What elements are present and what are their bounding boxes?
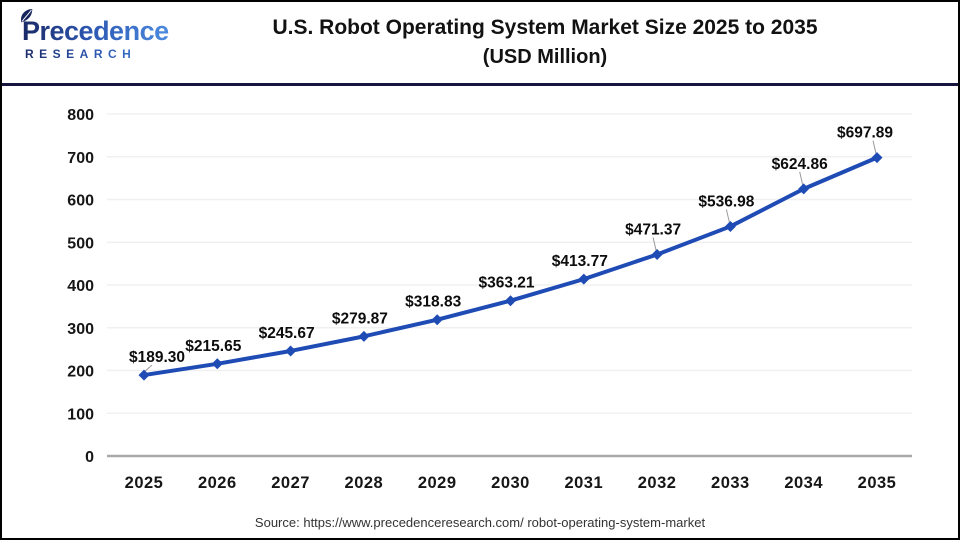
data-point-marker: [138, 369, 150, 381]
leaf-icon: [21, 8, 33, 23]
y-axis-tick-label: 400: [67, 278, 94, 295]
x-axis-tick-label: 2033: [711, 474, 750, 492]
data-point-marker: [651, 248, 663, 260]
chart-title-line2: (USD Million): [482, 46, 608, 68]
label-leader-line: [799, 171, 804, 185]
data-point-label: $279.87: [332, 310, 388, 327]
logo-wordmark: Precedence: [21, 8, 169, 46]
data-point-label: $189.30: [129, 349, 185, 366]
data-point-label: $624.86: [772, 156, 828, 173]
data-point-label: $536.98: [698, 193, 754, 210]
y-axis-tick-label: 200: [67, 364, 94, 381]
logo-subtext: RESEARCH: [22, 47, 182, 61]
y-axis-tick-label: 100: [67, 406, 94, 423]
x-axis-tick-label: 2027: [271, 474, 310, 492]
precedence-research-logo: Precedence RESEARCH: [21, 8, 182, 61]
data-point-label: $471.37: [625, 221, 681, 238]
data-point-marker: [285, 345, 297, 357]
data-point-marker: [578, 273, 590, 285]
x-axis-tick-label: 2030: [491, 474, 530, 492]
label-leader-line: [872, 140, 877, 154]
label-leader-line: [652, 237, 657, 251]
data-point-label: $697.89: [837, 125, 893, 142]
label-leader-line: [725, 209, 730, 223]
data-point-label: $245.67: [259, 325, 315, 342]
data-point-marker: [724, 220, 736, 232]
data-point-marker: [431, 314, 443, 326]
data-point-marker: [211, 358, 223, 370]
data-point-label: $413.77: [552, 253, 608, 270]
header-divider: [2, 83, 958, 86]
series-line: [142, 155, 879, 378]
y-axis-tick-label: 500: [67, 235, 94, 252]
y-axis-tick-label: 300: [67, 321, 94, 338]
x-axis-tick-label: 2031: [564, 474, 603, 492]
y-axis-tick-label: 700: [67, 150, 94, 167]
chart-title-line1: U.S. Robot Operating System Market Size …: [272, 16, 818, 39]
source-attribution: Source: https://www.precedenceresearch.c…: [254, 515, 706, 530]
y-axis-tick-label: 800: [67, 107, 94, 124]
data-point-marker: [871, 152, 883, 164]
data-point-marker: [358, 330, 370, 342]
x-axis-tick-label: 2025: [125, 474, 164, 492]
x-axis-tick-label: 2026: [198, 474, 237, 492]
x-axis-tick-label: 2029: [418, 474, 457, 492]
data-point-label: $363.21: [478, 275, 534, 292]
x-axis-tick-label: 2035: [858, 474, 897, 492]
data-point-label: $318.83: [405, 294, 461, 311]
data-point-marker: [505, 295, 516, 307]
chart-title: U.S. Robot Operating System Market Size …: [142, 13, 948, 71]
x-axis-tick-label: 2028: [345, 474, 384, 492]
data-point-marker: [798, 183, 810, 195]
x-axis-tick-label: 2034: [784, 474, 823, 492]
x-axis-tick-label: 2032: [638, 474, 677, 492]
label-leader-line: [144, 364, 153, 372]
y-axis-tick-label: 600: [67, 193, 94, 210]
y-axis-tick-label: 0: [85, 449, 94, 466]
data-point-label: $215.65: [185, 338, 241, 355]
